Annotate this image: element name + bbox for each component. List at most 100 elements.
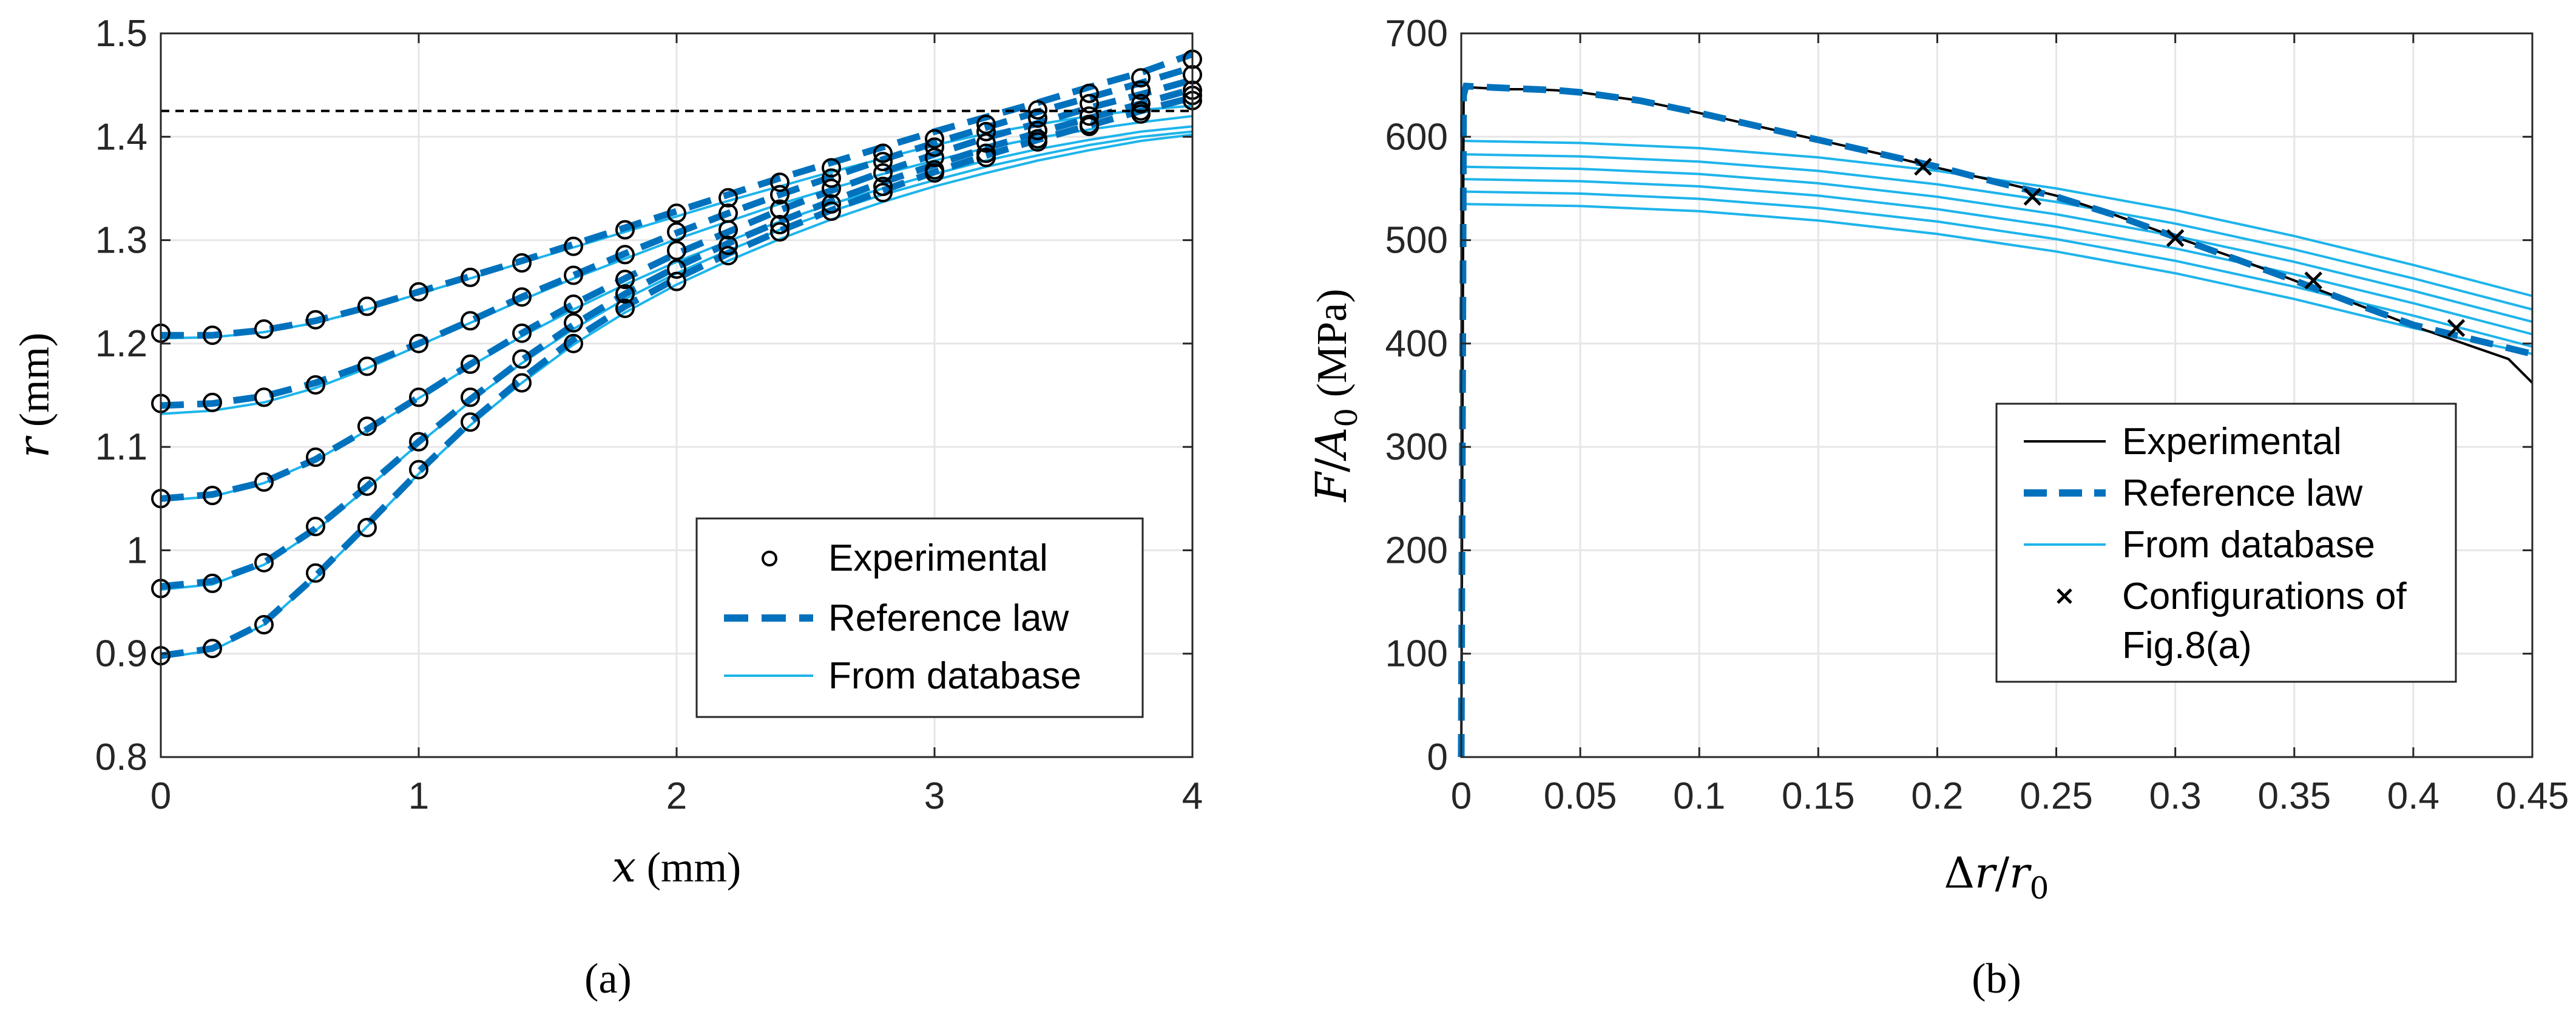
panel-a-experimental-point (667, 259, 686, 279)
panel-a-reference-curve (160, 64, 1194, 409)
panel-a-experimental-point (306, 375, 325, 395)
panel-a-experimental-point (822, 158, 841, 178)
panel-b-xtick-label: 0.05 (1544, 775, 1617, 817)
panel-a-experimental-point (822, 201, 841, 221)
panel-a-experimental-point (306, 447, 325, 467)
panel-b-xtick-label: 0.4 (2387, 775, 2439, 817)
panel-a-experimental-point (770, 199, 789, 219)
panel-a-experimental-point (822, 178, 841, 199)
panel-a-experimental-point (1131, 93, 1151, 114)
panel-a-experimental-point (1028, 108, 1047, 128)
panel-a-experimental-point (615, 298, 635, 318)
panel-a-experimental-point (976, 133, 996, 153)
panel-b-legend-configurations-marker (2057, 588, 2072, 604)
panel-b-ytick-label: 700 (1385, 13, 1448, 55)
panel-b-xtick-label: 0.3 (2149, 775, 2202, 817)
panel-a-experimental-point (667, 240, 686, 260)
panel-b-database-curve (1461, 178, 2533, 336)
panel-a-experimental-point (461, 267, 480, 287)
panel-b-tick-labels: 0 0.05 0.1 0.15 0.2 0.25 0.3 0.35 0.4 0.45 0 100 200… (1385, 13, 2569, 817)
panel-a-experimental-point (306, 563, 325, 583)
panel-a-experimental-point (925, 148, 944, 168)
panel-a-experimental-point (203, 639, 222, 659)
panel-a-experimental-point (306, 310, 325, 330)
panel-a-database-curve (160, 125, 1193, 502)
panel-a-experimental-point (357, 296, 377, 316)
panel-b-ytick-label: 600 (1385, 116, 1448, 158)
panel-b-data (1458, 83, 2534, 758)
panel-b-ytick-label: 100 (1385, 633, 1448, 675)
panel-a-experimental-point (254, 615, 274, 635)
panel-a-experimental-point (667, 203, 686, 223)
panel-a-experimental-point (512, 373, 532, 393)
panel-a-experimental-point (1028, 100, 1047, 120)
panel-b-configuration-marker (2304, 271, 2322, 290)
panel-a-experimental-point (822, 168, 841, 188)
panel-a-ytick-label: 1.3 (95, 220, 147, 262)
panel-a-legend-experimental-marker (762, 551, 777, 566)
panel-a-experimental-point (203, 486, 222, 506)
panel-a-experimental-point (461, 387, 480, 407)
panel-b-ytick-label: 200 (1385, 529, 1448, 571)
panel-b-database-curve (1461, 153, 2533, 311)
panel-b-xtick-label: 0.15 (1782, 775, 1855, 817)
panel-a-experimental-point (718, 220, 738, 240)
panel-b-database-curve (1461, 203, 2533, 355)
panel-a-data (151, 49, 1202, 666)
panel-b-xtick-label: 0.45 (2496, 775, 2569, 817)
panel-b: 0 0.05 0.1 0.15 0.2 0.25 0.3 0.35 0.4 0.45 0 100 200… (1307, 13, 2569, 1002)
panel-a-tick-labels: 0 1 2 3 4 0.8 0.9 1 1.1 1.2 1.3 1.4 1.5 (95, 13, 1203, 817)
panel-a-experimental-point (357, 476, 377, 496)
panel-b-configuration-marker (2166, 229, 2185, 247)
panel-a-experimental-point (357, 356, 377, 376)
panel-b-y-unit: (MPa) (1309, 289, 1356, 408)
panel-b-xtick-label: 0.35 (2257, 775, 2331, 817)
panel-b-legend-configurations: Configurations of (2122, 576, 2407, 617)
panel-a-reference-curve (161, 50, 1194, 339)
panel-a-experimental-point (1080, 117, 1099, 137)
panel-a-experimental-point (770, 172, 789, 192)
panel-a-database-curve (160, 115, 1193, 415)
panel-b-legend-configurations-line2: Fig.8(a) (2122, 625, 2252, 667)
panel-a-experimental-point (254, 552, 274, 572)
panel-b-frame (1460, 32, 2534, 758)
panel-b-y-subscript: 0 (1329, 408, 1364, 427)
panel-a-experimental-point (976, 121, 996, 141)
panel-a-legend-experimental: Experimental (828, 537, 1048, 579)
panel-b-y-symbol: F (1307, 471, 1356, 503)
panel-a-ytick-label: 0.9 (95, 633, 147, 675)
panel-a-experimental-point (564, 236, 583, 256)
panel-a-experimental-point (873, 183, 893, 203)
panel-a-experimental-point (564, 265, 583, 285)
panel-a-experimental-point (615, 220, 635, 240)
panel-a-experimental-point (1080, 106, 1099, 126)
panel-a-experimental-point (925, 137, 944, 157)
panel-a-ytick-label: 1.1 (95, 426, 147, 468)
panel-a-experimental-point (1080, 83, 1099, 103)
panel-a-experimental-point (203, 392, 222, 412)
panel-a-xtick-label: 4 (1182, 775, 1203, 817)
panel-b-legend-box (1995, 403, 2457, 683)
panel-a-experimental-point (822, 194, 841, 214)
panel-a-experimental-point (564, 294, 583, 314)
panel-b-configuration-marker (1914, 157, 1932, 176)
panel-b-x-axis-label: Δr/r0 (1944, 848, 2049, 906)
panel-b-configuration-marker (2023, 188, 2042, 206)
panel-b-xtick-label: 0.25 (2020, 775, 2093, 817)
panel-a-experimental-point (770, 222, 789, 242)
panel-a-legend: Experimental Reference law From database (695, 517, 1144, 718)
panel-b-legend-reference: Reference law (2122, 472, 2363, 514)
panel-a-experimental-point (873, 143, 893, 163)
panel-a-y-unit: (mm) (12, 333, 58, 438)
panel-a-experimental-point (873, 163, 893, 183)
panel-a-experimental-point (615, 284, 635, 304)
panel-a-experimental-point (306, 517, 325, 537)
panel-a-xtick-label: 3 (924, 775, 945, 817)
panel-a-label: (a) (584, 956, 632, 1002)
panel-a-xtick-label: 0 (150, 775, 171, 817)
panel-a-xtick-label: 2 (666, 775, 687, 817)
panel-a-ytick-label: 0.8 (95, 736, 147, 778)
panel-a-reference-curve (160, 94, 1194, 659)
panel-b-xtick-label: 0.1 (1673, 775, 1725, 817)
panel-b-database-curve (1461, 165, 2533, 324)
